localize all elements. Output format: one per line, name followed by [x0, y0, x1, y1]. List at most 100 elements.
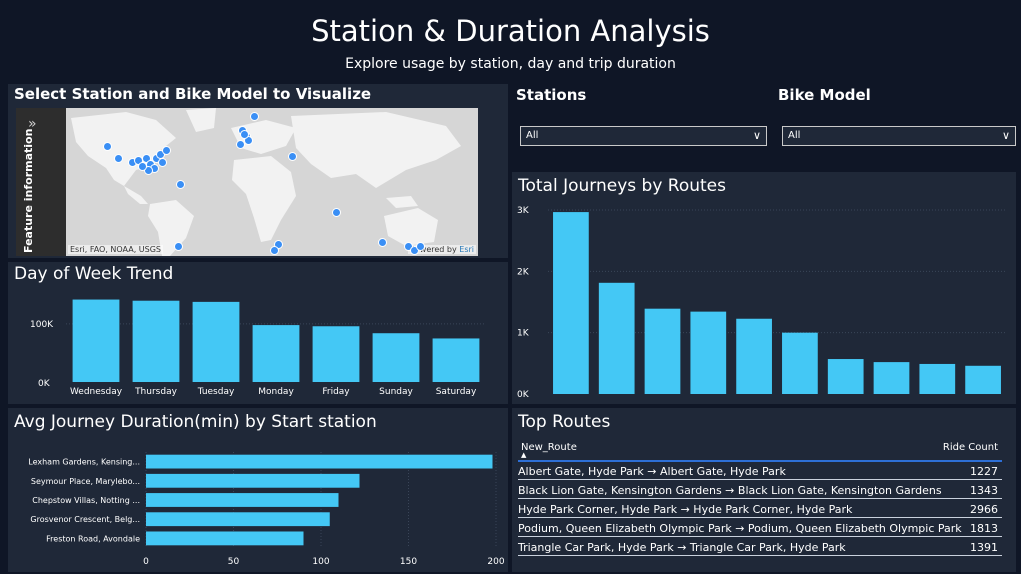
- column-header-route[interactable]: New_Route: [521, 442, 577, 453]
- duration-panel: Avg Journey Duration(min) by Start stati…: [8, 408, 508, 572]
- station-marker[interactable]: [236, 140, 245, 149]
- station-marker[interactable]: [114, 154, 123, 163]
- bar: [598, 282, 635, 394]
- count-cell: 1227: [970, 465, 998, 478]
- map-dots-layer: [66, 108, 478, 256]
- y-tick-label: Lexham Gardens, Kensing...: [28, 458, 140, 467]
- table-row[interactable]: Podium, Queen Elizabeth Olympic Park → P…: [518, 519, 1002, 537]
- bar: [432, 338, 480, 382]
- y-tick-label: Freston Road, Avondale: [46, 534, 140, 543]
- powered-by-text: Powered by: [410, 245, 457, 254]
- table-row[interactable]: Albert Gate, Hyde Park → Albert Gate, Hy…: [518, 462, 1002, 480]
- column-header-count[interactable]: Ride Count: [942, 442, 998, 453]
- x-tick-label: 50: [228, 557, 240, 567]
- bar: [965, 365, 1001, 394]
- feature-info-pane[interactable]: » Feature information: [16, 108, 66, 256]
- bar: [146, 473, 360, 488]
- routes-panel: Total Journeys by Routes 0K 1K 2K 3K: [512, 172, 1016, 404]
- station-marker[interactable]: [240, 130, 249, 139]
- double-chevron-right-icon[interactable]: »: [28, 116, 37, 132]
- x-tick-label: Wednesday: [70, 387, 123, 397]
- x-tick-label: 0: [143, 557, 149, 567]
- route-cell: Podium, Queen Elizabeth Olympic Park → P…: [518, 522, 962, 535]
- station-marker[interactable]: [138, 162, 147, 171]
- x-tick-label: Friday: [322, 387, 350, 397]
- table-row[interactable]: Hyde Park Corner, Hyde Park → Hyde Park …: [518, 500, 1002, 518]
- bar: [146, 454, 493, 469]
- bar: [644, 308, 681, 394]
- route-cell: Albert Gate, Hyde Park → Albert Gate, Hy…: [518, 465, 786, 478]
- routes-chart: 0K 1K 2K 3K: [517, 206, 1006, 400]
- station-marker[interactable]: [250, 112, 259, 121]
- station-marker[interactable]: [332, 208, 341, 217]
- bar: [736, 318, 772, 394]
- bar: [553, 212, 589, 394]
- page-subtitle: Explore usage by station, day and trip d…: [345, 56, 676, 72]
- y-tick-label: 3K: [517, 206, 530, 216]
- map-powered-by[interactable]: Powered by Esri: [408, 245, 476, 254]
- map-attribution: Esri, FAO, NOAA, USGS: [68, 245, 164, 254]
- stations-filter-label: Stations: [516, 86, 587, 104]
- x-tick-label: Saturday: [436, 387, 477, 397]
- chevron-down-icon: ∨: [752, 129, 761, 142]
- station-marker[interactable]: [270, 246, 279, 255]
- station-marker[interactable]: [416, 242, 425, 251]
- y-tick-label: 0K: [38, 379, 51, 389]
- route-cell: Black Lion Gate, Kensington Gardens → Bl…: [518, 484, 942, 497]
- top-routes-panel: Top Routes New_Route ▲ Ride Count Albert…: [512, 408, 1016, 572]
- x-tick-label: 150: [400, 557, 417, 567]
- day-of-week-panel: Day of Week Trend 0K 100K Wednesday Thursda…: [8, 262, 508, 404]
- x-tick-label: Thursday: [134, 387, 178, 397]
- route-cell: Triangle Car Park, Hyde Park → Triangle …: [518, 541, 846, 554]
- count-cell: 2966: [970, 503, 998, 516]
- y-tick-label: Seymour Place, Marylebo...: [31, 477, 140, 486]
- esri-link[interactable]: Esri: [459, 245, 474, 254]
- bar: [827, 359, 864, 394]
- bike-model-dropdown[interactable]: All ∨: [782, 126, 1016, 146]
- page-title: Station & Duration Analysis: [311, 14, 710, 48]
- table-header: New_Route ▲ Ride Count: [518, 442, 1002, 462]
- table-row[interactable]: Black Lion Gate, Kensington Gardens → Bl…: [518, 481, 1002, 499]
- y-tick-label: 100K: [30, 320, 54, 330]
- bike-model-dropdown-value: All: [788, 130, 801, 141]
- x-tick-label: Monday: [258, 387, 294, 397]
- world-map[interactable]: Esri, FAO, NOAA, USGS Powered by Esri: [66, 108, 478, 256]
- station-marker[interactable]: [158, 158, 167, 167]
- count-cell: 1813: [970, 522, 998, 535]
- count-cell: 1391: [970, 541, 998, 554]
- station-marker[interactable]: [378, 238, 387, 247]
- day-of-week-chart: 0K 100K Wednesday Thursday Tuesday Monday Frid…: [30, 299, 486, 397]
- duration-chart-title: Avg Journey Duration(min) by Start stati…: [14, 412, 377, 432]
- station-marker[interactable]: [288, 152, 297, 161]
- station-marker[interactable]: [162, 146, 171, 155]
- x-tick-label: 100: [312, 557, 329, 567]
- count-cell: 1343: [970, 484, 998, 497]
- bar: [72, 299, 120, 382]
- table-row[interactable]: Triangle Car Park, Hyde Park → Triangle …: [518, 538, 1002, 556]
- bar: [146, 512, 330, 527]
- bar: [690, 311, 727, 394]
- x-tick-label: Sunday: [379, 387, 413, 397]
- duration-chart: 0 50 100 150 200 Lexham Gardens, Kensing... Se…: [28, 452, 505, 567]
- bike-model-filter-label: Bike Model: [778, 86, 871, 104]
- bar: [146, 493, 339, 507]
- map-panel-title: Select Station and Bike Model to Visuali…: [14, 85, 372, 103]
- dashboard-header: Station & Duration Analysis Explore usag…: [0, 0, 1021, 82]
- station-marker[interactable]: [174, 242, 183, 251]
- y-tick-label: 2K: [517, 267, 530, 277]
- chevron-down-icon: ∨: [1001, 129, 1010, 142]
- station-marker[interactable]: [103, 142, 112, 151]
- y-tick-label: Chepstow Villas, Notting ...: [32, 496, 140, 505]
- stations-dropdown[interactable]: All ∨: [520, 126, 767, 146]
- sort-ascending-icon: ▲: [521, 451, 527, 459]
- bar: [782, 332, 818, 394]
- bar: [146, 531, 304, 546]
- y-tick-label: 0K: [517, 390, 530, 400]
- station-marker[interactable]: [176, 180, 185, 189]
- bar: [312, 326, 360, 382]
- bar: [192, 301, 240, 382]
- y-tick-label: Grosvenor Crescent, Belg...: [30, 515, 140, 524]
- bar: [252, 325, 300, 382]
- bar: [372, 333, 420, 382]
- route-cell: Hyde Park Corner, Hyde Park → Hyde Park …: [518, 503, 853, 516]
